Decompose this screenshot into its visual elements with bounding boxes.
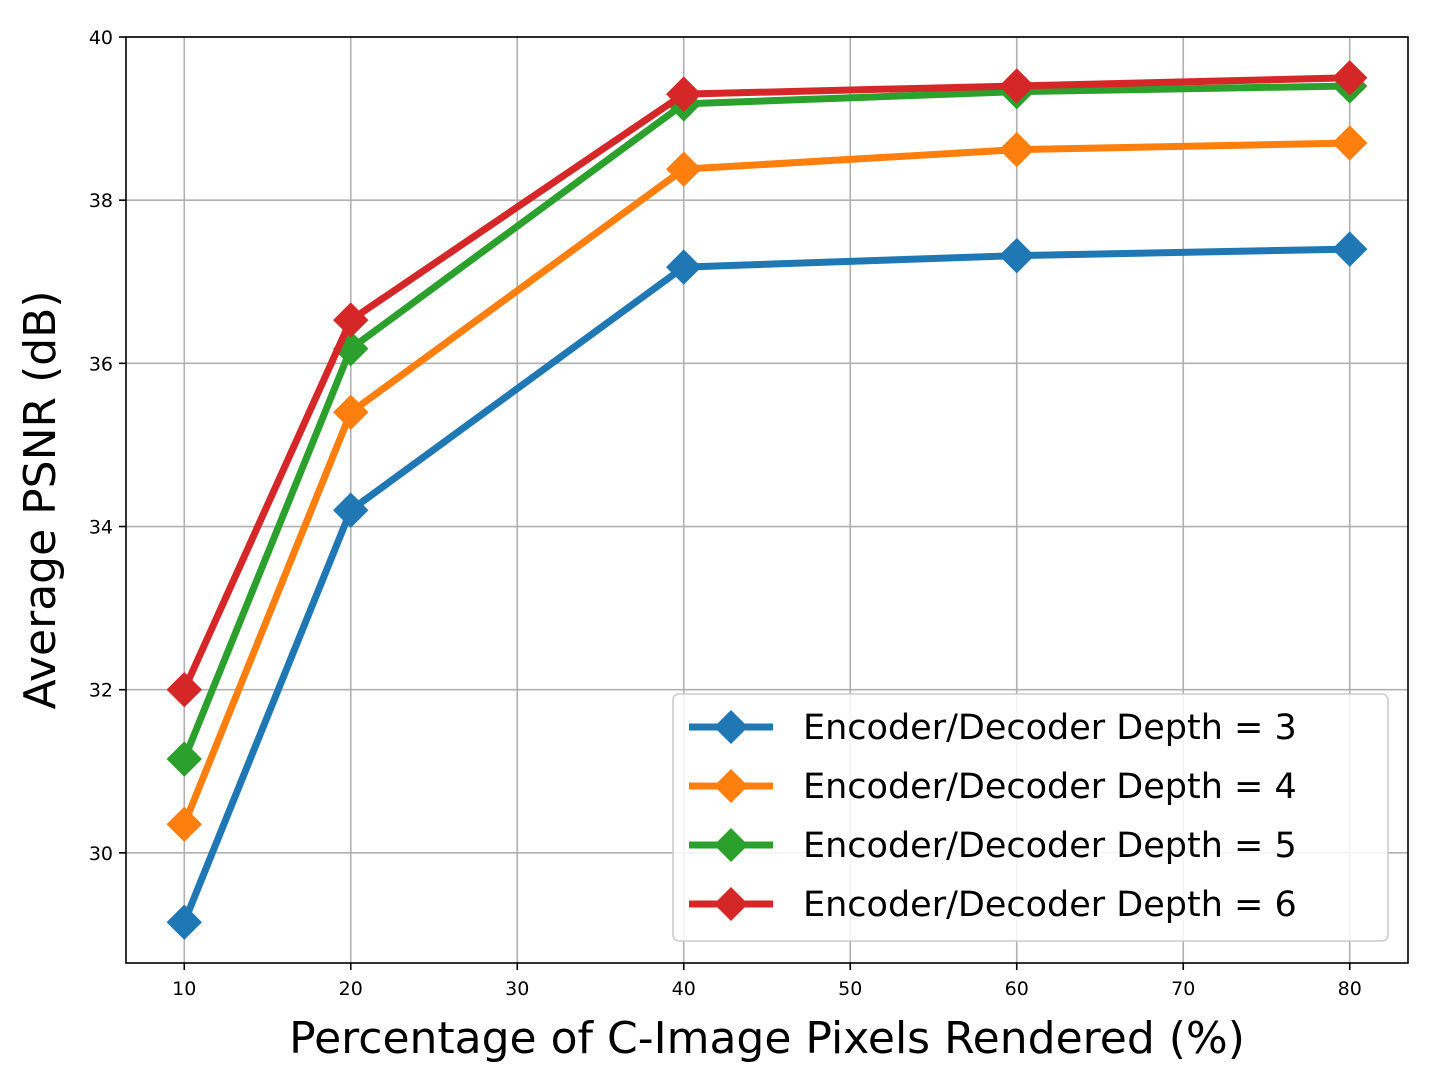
series-2: [166, 125, 1368, 843]
data-point: [333, 492, 369, 528]
legend-label: Encoder/Decoder Depth = 4: [803, 767, 1297, 807]
legend-entry: Encoder/Decoder Depth = 6: [689, 885, 1297, 925]
series-line: [180, 74, 1354, 694]
legend-marker: [714, 828, 748, 862]
data-point: [666, 151, 702, 187]
data-point: [1332, 125, 1368, 161]
x-tick-label: 20: [339, 978, 363, 1000]
x-tick-label: 80: [1338, 978, 1362, 1000]
data-point: [166, 806, 202, 843]
series-line: [180, 82, 1354, 763]
data-point: [333, 302, 369, 338]
series-1: [166, 231, 1368, 940]
y-tick-label: 32: [89, 680, 113, 702]
series-4: [166, 60, 1368, 708]
data-point: [999, 68, 1035, 104]
data-point: [999, 237, 1035, 274]
series-group: [166, 60, 1368, 940]
legend-marker: [714, 710, 748, 744]
axis-ticks: 10 20 30 40 50 60 70 80 30 32 34 36 38 40: [89, 27, 1362, 1000]
x-tick-label: 30: [505, 978, 529, 1000]
data-point: [1332, 231, 1368, 267]
x-axis-label: Percentage of C-Image Pixels Rendered (%…: [289, 1013, 1245, 1064]
legend: Encoder/Decoder Depth = 3 Encoder/Decoder…: [672, 693, 1389, 942]
x-tick-label: 60: [1005, 978, 1029, 1000]
x-tick-label: 50: [838, 978, 862, 1000]
y-tick-label: 40: [89, 27, 113, 49]
legend-entry: Encoder/Decoder Depth = 3: [689, 708, 1297, 748]
y-tick-label: 34: [89, 517, 113, 539]
legend-entry: Encoder/Decoder Depth = 4: [689, 767, 1297, 807]
legend-label: Encoder/Decoder Depth = 3: [803, 708, 1297, 748]
x-tick-label: 10: [172, 978, 196, 1000]
legend-label: Encoder/Decoder Depth = 6: [803, 885, 1297, 925]
data-point: [166, 671, 202, 708]
y-axis-label: Average PSNR (dB): [15, 290, 66, 709]
legend-marker: [714, 887, 748, 921]
data-point: [166, 904, 202, 940]
y-tick-label: 30: [89, 843, 113, 865]
data-point: [166, 741, 202, 777]
legend-marker: [714, 769, 748, 803]
y-tick-label: 36: [89, 353, 113, 375]
data-point: [666, 76, 702, 112]
plot-frame: [125, 36, 1409, 964]
x-tick-label: 40: [672, 978, 696, 1000]
data-point: [333, 394, 369, 431]
y-tick-label: 38: [89, 190, 113, 212]
x-tick-label: 70: [1171, 978, 1195, 1000]
legend-entry: Encoder/Decoder Depth = 5: [689, 826, 1297, 866]
data-point: [1332, 60, 1368, 96]
legend-label: Encoder/Decoder Depth = 5: [803, 826, 1297, 866]
data-point: [666, 249, 702, 285]
legend-frame: [672, 693, 1389, 942]
data-point: [999, 131, 1035, 168]
